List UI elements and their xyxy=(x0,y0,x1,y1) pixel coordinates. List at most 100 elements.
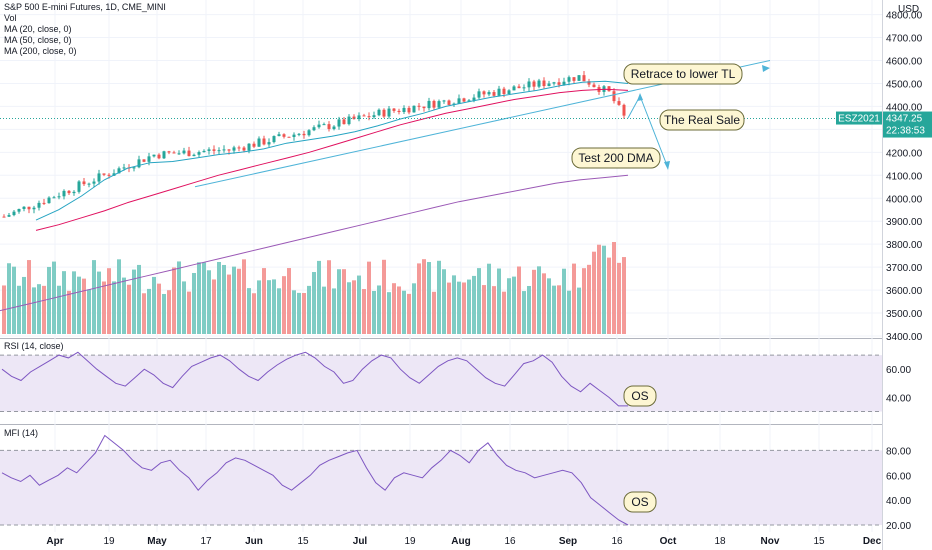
y-tick-label: 3700.00 xyxy=(886,263,923,274)
symbol-tag xyxy=(836,111,882,125)
candle-body xyxy=(457,98,461,104)
volume-bar xyxy=(497,268,501,334)
projection-arrowhead xyxy=(637,93,643,101)
candle-body xyxy=(572,77,576,81)
candle-body xyxy=(287,136,291,138)
candle-body xyxy=(332,126,336,130)
candle-body xyxy=(272,136,276,143)
volume-bar xyxy=(177,261,181,334)
candle-body xyxy=(612,91,616,102)
candle-body xyxy=(442,100,446,102)
candle-body xyxy=(362,115,366,117)
candle-body xyxy=(372,115,376,118)
volume-bar xyxy=(232,266,236,334)
x-tick-label: 18 xyxy=(714,536,726,547)
candle-body xyxy=(82,181,86,185)
candle-body xyxy=(32,207,36,210)
y-tick-label: 4700.00 xyxy=(886,34,923,45)
candle-body xyxy=(117,168,121,174)
candle-body xyxy=(67,190,71,194)
volume-bar xyxy=(417,263,421,334)
candle-body xyxy=(417,105,421,107)
candle-body xyxy=(292,134,296,137)
candle-body xyxy=(532,81,536,87)
volume-bar xyxy=(197,262,201,334)
volume-bar xyxy=(592,251,596,334)
candle-body xyxy=(282,134,286,137)
volume-bar xyxy=(77,276,81,334)
candle-body xyxy=(2,216,6,218)
volume-bar xyxy=(537,266,541,334)
x-tick-label: Nov xyxy=(761,536,780,547)
y-tick-label: 3900.00 xyxy=(886,217,923,228)
chart-title: S&P 500 E-mini Futures, 1D, CME_MINI xyxy=(4,2,166,12)
volume-bar xyxy=(317,260,321,334)
candle-body xyxy=(567,77,571,82)
candle-body xyxy=(547,83,551,87)
volume-bar xyxy=(332,288,336,334)
volume-bar xyxy=(442,269,446,334)
candle-body xyxy=(7,215,11,217)
volume-bar xyxy=(42,285,46,334)
main-legend: S&P 500 E-mini Futures, 1D, CME_MINI Vol… xyxy=(4,2,166,57)
mfi-legend: MFI (14) xyxy=(4,428,39,438)
volume-bar xyxy=(112,281,116,334)
candle-body xyxy=(232,147,236,151)
volume-bar xyxy=(57,285,61,334)
volume-bar xyxy=(252,293,256,334)
volume-bar xyxy=(62,271,66,334)
candle-body xyxy=(347,116,351,125)
x-tick-label: 16 xyxy=(504,536,516,547)
volume-bar xyxy=(282,276,286,334)
oscillator-band xyxy=(0,355,882,412)
callout-box xyxy=(623,385,657,407)
oscillator-line xyxy=(1,434,629,526)
volume-bar xyxy=(272,279,276,334)
volume-bar xyxy=(507,278,511,334)
volume-bar xyxy=(352,280,356,334)
volume-bars xyxy=(2,242,626,334)
volume-bar xyxy=(577,287,581,334)
volume-bar xyxy=(152,276,156,334)
callout-text: OS xyxy=(631,495,648,509)
volume-bar xyxy=(587,264,591,334)
oscillator-line xyxy=(1,351,628,407)
candle-body xyxy=(357,115,361,120)
volume-bar xyxy=(97,271,101,334)
candle-body xyxy=(527,81,531,88)
candle-body xyxy=(227,149,231,151)
candle-body xyxy=(62,190,66,197)
candle-body xyxy=(257,138,261,147)
candle-body xyxy=(507,90,511,94)
candle-body xyxy=(402,107,406,112)
volume-bar xyxy=(7,263,11,334)
callout-box xyxy=(571,147,661,169)
volume-bar xyxy=(157,283,161,334)
candle-body xyxy=(202,150,206,153)
moving-averages xyxy=(0,80,629,312)
callout-text: Test 200 DMA xyxy=(578,151,653,165)
y-tick-label: 3500.00 xyxy=(886,309,923,320)
ma-line xyxy=(35,80,629,221)
volume-bar xyxy=(557,285,561,334)
x-tick-label: Apr xyxy=(46,536,63,547)
x-tick-label: 15 xyxy=(297,536,309,547)
volume-bar xyxy=(492,286,496,334)
volume-bar xyxy=(222,264,226,334)
currency-label: USD xyxy=(898,4,920,15)
candle-body xyxy=(237,147,241,149)
volume-bar xyxy=(172,267,176,334)
candle-body xyxy=(482,91,486,95)
candle-body xyxy=(277,134,281,137)
volume-bar xyxy=(482,285,486,334)
volume-bar xyxy=(132,269,136,334)
volume-bar xyxy=(542,273,546,334)
y-tick-label: 4000.00 xyxy=(886,194,923,205)
candle-body xyxy=(312,127,316,131)
volume-bar xyxy=(297,292,301,334)
volume-bar xyxy=(237,268,241,334)
candle-body xyxy=(52,197,56,199)
candle-body xyxy=(407,107,411,113)
volume-bar xyxy=(262,268,266,334)
volume-bar xyxy=(162,293,166,334)
